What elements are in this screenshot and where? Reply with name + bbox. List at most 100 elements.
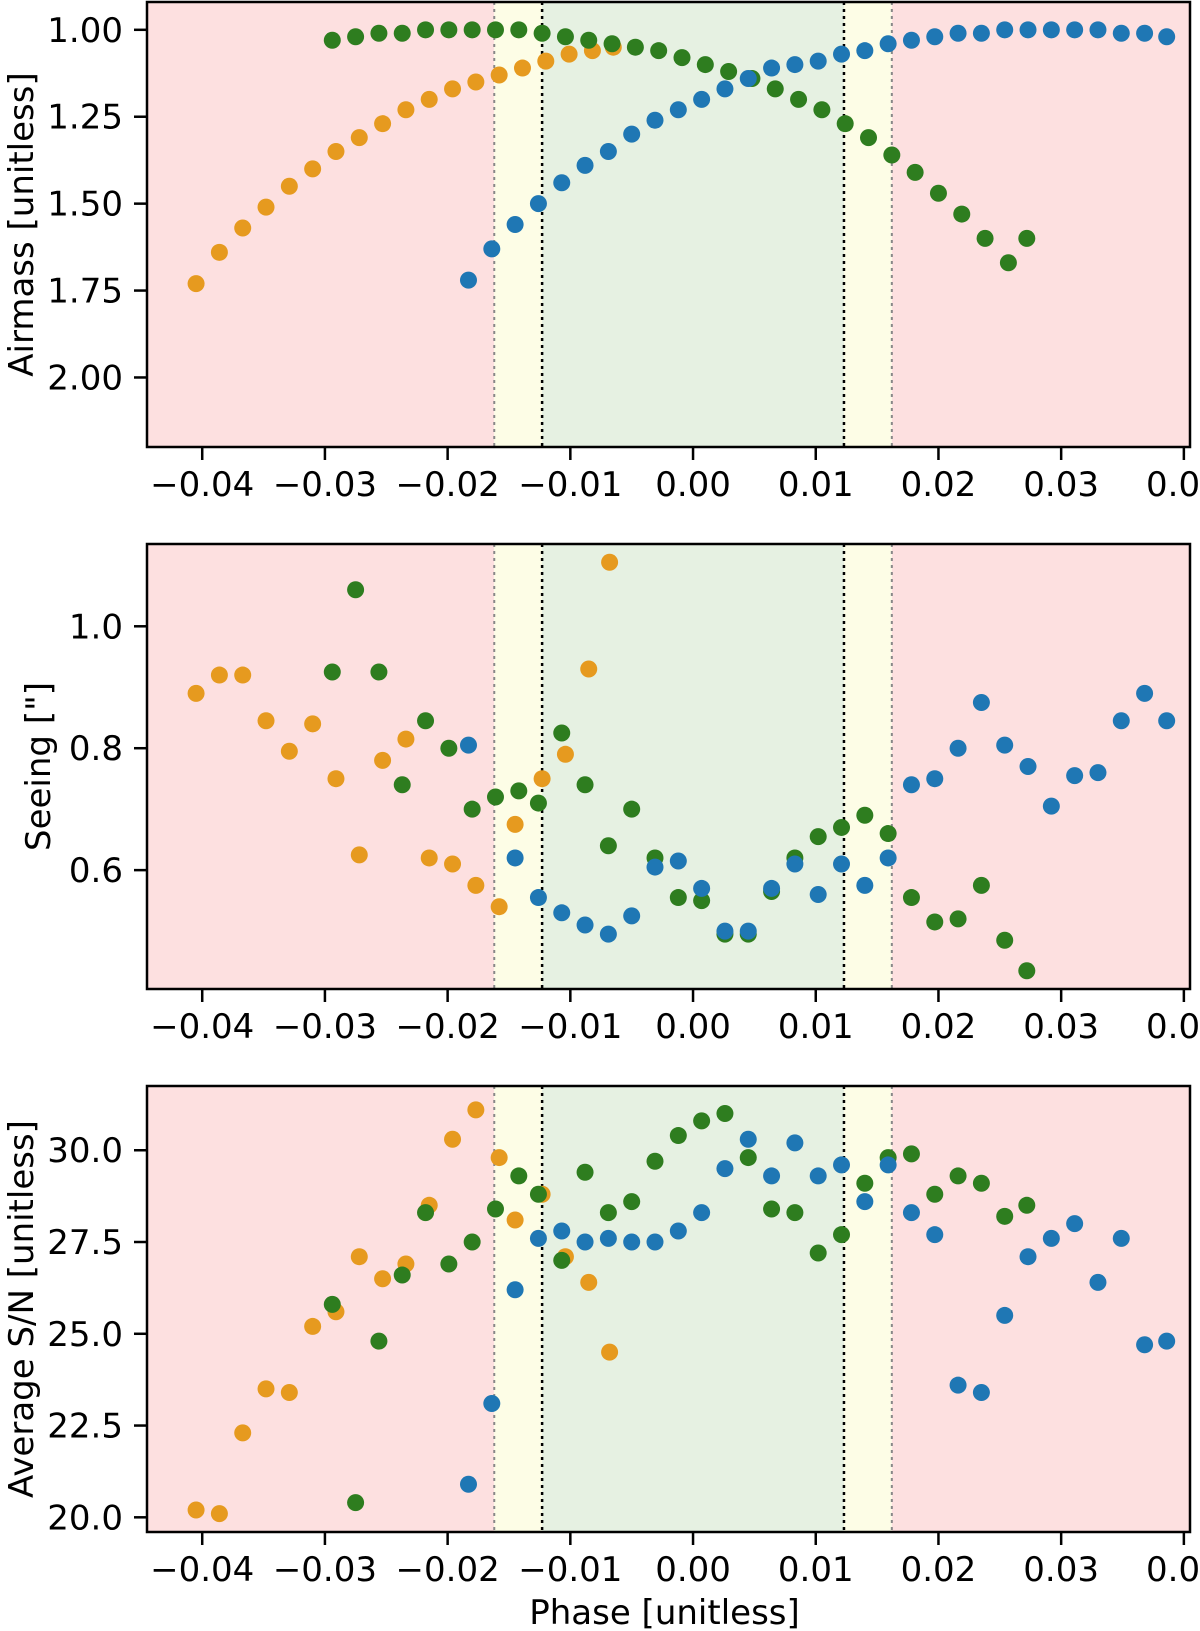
- data-point-orange: [187, 1501, 205, 1519]
- data-point-green: [693, 892, 711, 910]
- data-point-green: [693, 1112, 711, 1130]
- data-point-green: [883, 146, 901, 164]
- data-point-blue: [1066, 767, 1084, 785]
- data-point-blue: [1019, 21, 1037, 39]
- data-point-orange: [374, 115, 392, 133]
- data-point-green: [599, 837, 617, 855]
- x-tick-label: 0.01: [778, 465, 854, 505]
- data-point-green: [972, 876, 990, 894]
- data-point-green: [646, 1152, 664, 1170]
- data-point-green: [533, 24, 551, 42]
- data-point-orange: [304, 1317, 322, 1335]
- data-point-orange: [601, 1343, 619, 1361]
- data-point-blue: [716, 80, 734, 98]
- data-point-green: [370, 663, 388, 681]
- panel-seeing: −0.04 −0.03 −0.02 −0.01 0.00 0.01 0.02 0.03 0.04…: [19, 542, 1200, 1047]
- data-point-green: [393, 24, 411, 42]
- data-point-blue: [833, 45, 851, 63]
- data-point-blue: [856, 876, 874, 894]
- data-point-blue: [1158, 1332, 1176, 1350]
- data-point-blue: [1136, 24, 1154, 42]
- egress-region: [843, 2, 892, 447]
- data-point-green: [486, 1200, 504, 1218]
- data-point-blue: [576, 916, 594, 934]
- x-tick-label: 0.00: [655, 1007, 731, 1047]
- data-point-orange: [350, 1248, 368, 1266]
- data-point-orange: [397, 730, 415, 748]
- data-point-green: [766, 80, 784, 98]
- x-tick-label: −0.03: [273, 465, 377, 505]
- data-point-orange: [490, 898, 508, 916]
- data-point-blue: [972, 24, 990, 42]
- data-point-green: [929, 184, 947, 202]
- data-point-blue: [529, 1229, 547, 1247]
- data-point-blue: [506, 849, 524, 867]
- data-point-blue: [949, 24, 967, 42]
- data-point-orange: [533, 770, 551, 788]
- data-point-orange: [210, 1505, 228, 1523]
- data-point-orange: [350, 846, 368, 864]
- y-axis-label: Airmass [unitless]: [2, 72, 42, 376]
- y-tick-label: 1.00: [47, 11, 123, 51]
- data-point-blue: [1042, 1229, 1060, 1247]
- out-of-transit-region: [147, 2, 495, 447]
- data-point-orange: [444, 80, 462, 98]
- data-point-green: [739, 1149, 757, 1167]
- y-tick-label: 20.0: [47, 1498, 123, 1538]
- data-point-green: [673, 49, 691, 67]
- data-point-orange: [257, 712, 275, 730]
- data-point-blue: [1066, 21, 1084, 39]
- data-point-green: [1018, 962, 1036, 980]
- data-point-green: [669, 1127, 687, 1145]
- data-point-green: [347, 28, 365, 46]
- data-point-orange: [467, 876, 485, 894]
- y-axis-label: Seeing ["]: [19, 682, 59, 851]
- data-point-blue: [972, 1384, 990, 1402]
- data-point-orange: [601, 553, 619, 571]
- y-axis-label: Average S/N [unitless]: [2, 1120, 42, 1498]
- data-point-blue: [669, 852, 687, 870]
- x-axis-label: Phase [unitless]: [529, 1593, 800, 1631]
- data-point-blue: [529, 195, 547, 213]
- data-point-green: [996, 931, 1014, 949]
- y-tick-label: 1.25: [47, 98, 123, 138]
- data-point-blue: [786, 855, 804, 873]
- data-point-green: [580, 31, 598, 49]
- data-point-blue: [786, 56, 804, 74]
- data-point-green: [953, 205, 971, 223]
- x-tick-label: 0.04: [1146, 465, 1200, 505]
- y-tick-label: 22.5: [47, 1407, 123, 1447]
- data-point-blue: [646, 111, 664, 129]
- panel-snr: −0.04 −0.03 −0.02 −0.01 0.00 0.01 0.02 0.03 0.04…: [2, 1084, 1200, 1631]
- data-point-green: [556, 28, 574, 46]
- data-point-blue: [1042, 21, 1060, 39]
- y-tick-label: 30.0: [47, 1131, 123, 1171]
- data-point-green: [486, 21, 504, 39]
- data-point-blue: [506, 1281, 524, 1299]
- data-point-green: [510, 782, 528, 800]
- data-point-blue: [599, 1229, 617, 1247]
- data-point-blue: [926, 28, 944, 46]
- data-point-green: [393, 776, 411, 794]
- data-point-green: [626, 38, 644, 56]
- out-of-transit-region: [891, 1086, 1190, 1532]
- data-point-blue: [902, 1204, 920, 1222]
- data-point-blue: [1089, 764, 1107, 782]
- data-point-blue: [599, 142, 617, 160]
- data-point-blue: [1042, 797, 1060, 815]
- data-point-blue: [809, 886, 827, 904]
- x-tick-label: −0.02: [396, 465, 500, 505]
- data-point-green: [1018, 229, 1036, 247]
- data-point-orange: [467, 1101, 485, 1119]
- data-point-blue: [739, 1130, 757, 1148]
- data-point-blue: [693, 1204, 711, 1222]
- in-transit-region: [542, 1086, 844, 1532]
- x-tick-label: 0.01: [778, 1007, 854, 1047]
- data-point-orange: [420, 849, 438, 867]
- data-point-blue: [459, 736, 477, 754]
- data-point-green: [696, 56, 714, 74]
- data-point-green: [393, 1266, 411, 1284]
- data-point-green: [553, 1251, 571, 1269]
- data-point-blue: [1019, 1248, 1037, 1266]
- data-point-orange: [280, 177, 298, 195]
